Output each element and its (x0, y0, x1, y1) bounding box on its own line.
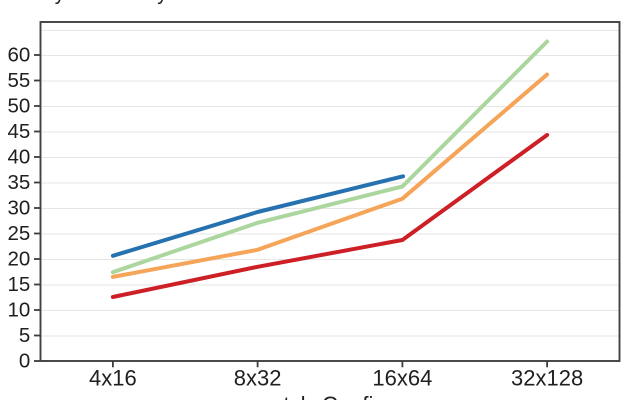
svg-text:0: 0 (19, 350, 30, 373)
svg-text:40: 40 (7, 146, 30, 169)
svg-text:Config: Config (322, 392, 386, 400)
svg-text:30: 30 (7, 197, 30, 220)
svg-text:10: 10 (7, 299, 30, 322)
svg-text:15: 15 (7, 273, 30, 296)
svg-text:4x16: 4x16 (89, 366, 137, 391)
svg-text:16x64: 16x64 (372, 366, 432, 391)
svg-text:8x32: 8x32 (234, 366, 282, 391)
svg-text:50: 50 (7, 95, 30, 118)
svg-text:Fidelity vs. latency: Fidelity vs. latency (0, 0, 167, 5)
svg-text:20: 20 (7, 248, 30, 271)
svg-text:60: 60 (7, 44, 30, 67)
svg-text:35: 35 (7, 171, 30, 194)
svg-text:45: 45 (7, 120, 30, 143)
svg-text:55: 55 (7, 69, 30, 92)
svg-text:5: 5 (19, 324, 30, 347)
svg-text:patch: patch (259, 392, 313, 400)
svg-text:32x128: 32x128 (511, 366, 583, 391)
svg-text:25: 25 (7, 222, 30, 245)
